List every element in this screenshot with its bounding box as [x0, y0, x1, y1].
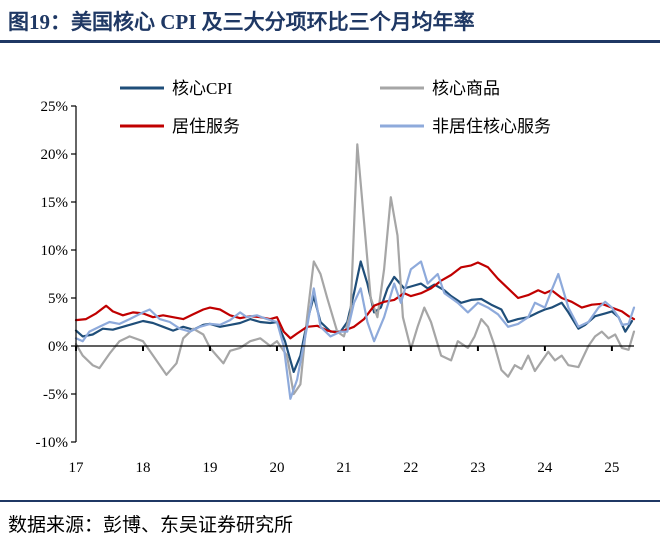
- title-divider: [0, 40, 660, 43]
- x-tick-label: 20: [269, 460, 284, 476]
- x-tick-label: 17: [69, 460, 85, 476]
- y-tick-label: 20%: [41, 147, 69, 163]
- axes: -10% -5% 0% 5% 10% 15% 20% 25% 17 18 19 20 21 22 23 24 2…: [36, 99, 634, 476]
- x-tick-label: 25: [604, 460, 619, 476]
- y-tick-label: 0%: [48, 339, 68, 355]
- y-tick-label: -10%: [36, 435, 69, 451]
- series-line-4: [74, 260, 636, 400]
- legend-label: 核心商品: [432, 79, 500, 98]
- figure-title: 图19：美国核心 CPI 及三大分项环比三个月均年率: [8, 10, 475, 34]
- y-tick-label: -5%: [43, 387, 68, 403]
- x-tick-label: 18: [135, 460, 150, 476]
- y-tick-label: 5%: [48, 291, 68, 307]
- legend-label: 核心CPI: [172, 79, 233, 98]
- series-line-3: [74, 261, 636, 340]
- y-tick-label: 25%: [41, 99, 69, 115]
- x-tick-label: 22: [403, 460, 418, 476]
- series-lines: [74, 143, 636, 400]
- y-tick-label: 15%: [41, 195, 69, 211]
- x-tick-label: 21: [336, 460, 351, 476]
- series-line-1: [74, 260, 634, 373]
- x-tick-label: 23: [470, 460, 485, 476]
- x-tick-label: 24: [537, 460, 553, 476]
- x-tick-label: 19: [202, 460, 217, 476]
- source-note: 数据来源：彭博、东吴证券研究所: [8, 515, 294, 536]
- legend-label: 居住服务: [172, 117, 240, 136]
- bottom-divider: [0, 500, 660, 502]
- y-tick-label: 10%: [41, 243, 69, 259]
- series-line-2: [74, 143, 636, 396]
- legend-label: 非居住核心服务: [432, 117, 551, 136]
